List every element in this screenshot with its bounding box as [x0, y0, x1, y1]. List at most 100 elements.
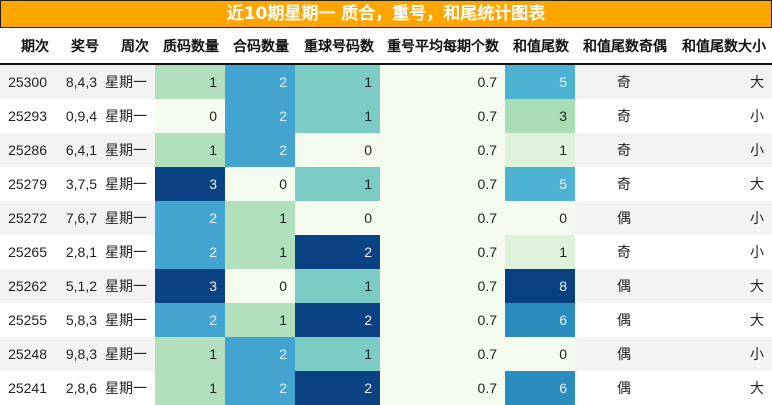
- cell-parity: 奇: [575, 235, 673, 269]
- col-header-parity: 和值尾数奇偶: [575, 28, 673, 65]
- cell-repeat: 0: [295, 133, 380, 167]
- cell-tail: 6: [505, 371, 575, 405]
- cell-size: 小: [673, 201, 772, 235]
- cell-tail: 8: [505, 269, 575, 303]
- table-row: 25241 2,8,6 星期一 1 2 2 0.7 6 偶大: [0, 371, 772, 405]
- cell-issue: 25248: [0, 337, 55, 371]
- cell-prime: 1: [155, 371, 225, 405]
- table-row: 25300 8,4,3 星期一 1 2 1 0.7 5 奇大: [0, 64, 772, 99]
- cell-repeat: 1: [295, 337, 380, 371]
- cell-weekday: 星期一: [105, 337, 155, 371]
- cell-composite: 0: [225, 167, 295, 201]
- cell-composite: 1: [225, 201, 295, 235]
- cell-prime: 2: [155, 201, 225, 235]
- cell-composite: 2: [225, 64, 295, 99]
- cell-avg: 0.7: [380, 99, 505, 133]
- cell-composite: 2: [225, 371, 295, 405]
- cell-prime: 1: [155, 133, 225, 167]
- cell-prime: 2: [155, 303, 225, 337]
- cell-issue: 25255: [0, 303, 55, 337]
- table-row: 25293 0,9,4 星期一 0 2 1 0.7 3 奇小: [0, 99, 772, 133]
- cell-avg: 0.7: [380, 167, 505, 201]
- cell-tail: 5: [505, 167, 575, 201]
- cell-composite: 2: [225, 337, 295, 371]
- cell-size: 大: [673, 371, 772, 405]
- cell-avg: 0.7: [380, 201, 505, 235]
- cell-parity: 奇: [575, 64, 673, 99]
- cell-size: 大: [673, 303, 772, 337]
- cell-avg: 0.7: [380, 64, 505, 99]
- cell-repeat: 1: [295, 64, 380, 99]
- cell-composite: 1: [225, 235, 295, 269]
- cell-numbers: 2,8,1: [55, 235, 105, 269]
- cell-avg: 0.7: [380, 269, 505, 303]
- cell-issue: 25262: [0, 269, 55, 303]
- cell-size: 小: [673, 133, 772, 167]
- cell-numbers: 0,9,4: [55, 99, 105, 133]
- cell-composite: 1: [225, 303, 295, 337]
- cell-numbers: 8,4,3: [55, 64, 105, 99]
- cell-avg: 0.7: [380, 371, 505, 405]
- cell-prime: 3: [155, 269, 225, 303]
- cell-numbers: 9,8,3: [55, 337, 105, 371]
- col-header-tail: 和值尾数: [505, 28, 575, 65]
- cell-parity: 偶: [575, 337, 673, 371]
- cell-tail: 1: [505, 133, 575, 167]
- cell-weekday: 星期一: [105, 303, 155, 337]
- cell-repeat: 1: [295, 167, 380, 201]
- cell-avg: 0.7: [380, 303, 505, 337]
- cell-weekday: 星期一: [105, 133, 155, 167]
- cell-weekday: 星期一: [105, 269, 155, 303]
- cell-tail: 0: [505, 201, 575, 235]
- col-header-numbers: 奖号: [55, 28, 105, 65]
- cell-avg: 0.7: [380, 337, 505, 371]
- cell-weekday: 星期一: [105, 64, 155, 99]
- table-row: 25265 2,8,1 星期一 2 1 2 0.7 1 奇小: [0, 235, 772, 269]
- col-header-repeat: 重球号码数: [295, 28, 380, 65]
- col-header-prime: 质码数量: [155, 28, 225, 65]
- cell-repeat: 2: [295, 235, 380, 269]
- stats-table: 期次 奖号 周次 质码数量 合码数量 重球号码数 重号平均每期个数 和值尾数 和…: [0, 28, 772, 405]
- table-body: 25300 8,4,3 星期一 1 2 1 0.7 5 奇大 25293 0,9,4 星期一 0 2 1 0.…: [0, 64, 772, 405]
- cell-size: 小: [673, 235, 772, 269]
- cell-avg: 0.7: [380, 133, 505, 167]
- col-header-weekday: 周次: [105, 28, 155, 65]
- chart-title: 近10期星期一 质合，重号，和尾统计图表: [0, 0, 772, 28]
- cell-numbers: 2,8,6: [55, 371, 105, 405]
- cell-weekday: 星期一: [105, 371, 155, 405]
- cell-weekday: 星期一: [105, 201, 155, 235]
- cell-issue: 25241: [0, 371, 55, 405]
- cell-repeat: 1: [295, 99, 380, 133]
- table-row: 25286 6,4,1 星期一 1 2 0 0.7 1 奇小: [0, 133, 772, 167]
- cell-prime: 0: [155, 99, 225, 133]
- cell-numbers: 5,1,2: [55, 269, 105, 303]
- cell-size: 大: [673, 64, 772, 99]
- cell-weekday: 星期一: [105, 167, 155, 201]
- cell-parity: 奇: [575, 167, 673, 201]
- cell-size: 大: [673, 167, 772, 201]
- cell-tail: 0: [505, 337, 575, 371]
- cell-tail: 6: [505, 303, 575, 337]
- cell-repeat: 0: [295, 201, 380, 235]
- cell-weekday: 星期一: [105, 99, 155, 133]
- table-row: 25262 5,1,2 星期一 3 0 1 0.7 8 偶大: [0, 269, 772, 303]
- cell-size: 大: [673, 269, 772, 303]
- cell-parity: 偶: [575, 303, 673, 337]
- col-header-issue: 期次: [0, 28, 55, 65]
- cell-composite: 2: [225, 133, 295, 167]
- cell-tail: 3: [505, 99, 575, 133]
- table-row: 25255 5,8,3 星期一 2 1 2 0.7 6 偶大: [0, 303, 772, 337]
- cell-prime: 2: [155, 235, 225, 269]
- cell-composite: 0: [225, 269, 295, 303]
- table-row: 25272 7,6,7 星期一 2 1 0 0.7 0 偶小: [0, 201, 772, 235]
- cell-size: 小: [673, 337, 772, 371]
- cell-weekday: 星期一: [105, 235, 155, 269]
- cell-numbers: 5,8,3: [55, 303, 105, 337]
- cell-issue: 25300: [0, 64, 55, 99]
- cell-issue: 25293: [0, 99, 55, 133]
- cell-parity: 偶: [575, 371, 673, 405]
- cell-parity: 偶: [575, 269, 673, 303]
- cell-repeat: 2: [295, 303, 380, 337]
- cell-issue: 25286: [0, 133, 55, 167]
- cell-prime: 3: [155, 167, 225, 201]
